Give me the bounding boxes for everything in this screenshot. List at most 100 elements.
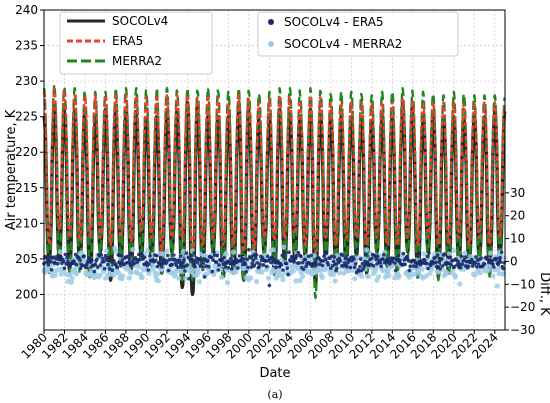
scatter-point (122, 262, 126, 267)
scatter-point (63, 252, 68, 257)
scatter-point (129, 253, 133, 257)
scatter-point (352, 257, 356, 261)
scatter-point (67, 271, 74, 278)
y2-tick-label: −30 (510, 323, 535, 337)
scatter-point (233, 269, 239, 275)
scatter-point (456, 259, 460, 264)
scatter-point (385, 268, 391, 274)
scatter-point (210, 269, 214, 274)
scatter-point (212, 250, 216, 254)
scatter-point (62, 266, 67, 271)
scatter-point (111, 272, 117, 278)
scatter-point (154, 271, 161, 277)
scatter-point (49, 268, 54, 272)
scatter-point (112, 259, 116, 263)
scatter-point (172, 272, 179, 278)
scatter-point (199, 258, 203, 263)
scatter-point (224, 280, 231, 286)
scatter-point (120, 258, 125, 262)
scatter-point (130, 247, 136, 253)
scatter-point (437, 260, 442, 264)
scatter-point (128, 270, 134, 276)
scatter-point (373, 254, 378, 259)
scatter-point (309, 253, 314, 258)
scatter-point (265, 264, 269, 269)
scatter-point (347, 258, 352, 263)
scatter-point (362, 264, 366, 269)
scatter-point (78, 266, 83, 271)
y-tick-label: 205 (15, 252, 38, 266)
scatter-point (253, 256, 258, 260)
scatter-point (140, 253, 144, 258)
scatter-point (102, 259, 106, 264)
scatter-point (183, 275, 189, 281)
scatter-point (187, 276, 191, 281)
scatter-point (474, 255, 478, 259)
scatter-point (281, 244, 287, 250)
scatter-point (136, 264, 142, 270)
scatter-point (258, 262, 262, 266)
scatter-point (271, 247, 277, 253)
scatter-point (146, 270, 152, 276)
scatter-point (46, 262, 51, 267)
scatter-point (254, 253, 259, 257)
scatter-point (419, 266, 425, 272)
scatter-point (209, 255, 214, 260)
scatter-point (237, 254, 242, 258)
y2-tick-label: −10 (510, 277, 535, 291)
scatter-point (200, 261, 204, 266)
legend-lines: SOCOLv4 ERA5 MERRA2 (59, 11, 213, 75)
scatter-point (379, 264, 384, 269)
scatter-point (274, 265, 279, 270)
scatter-point (462, 250, 468, 256)
scatter-point (192, 251, 197, 255)
scatter-point (195, 261, 200, 265)
scatter-point (326, 263, 331, 267)
scatter-point (393, 261, 397, 265)
scatter-point (449, 263, 454, 267)
scatter-point (323, 257, 328, 262)
y-tick-label: 235 (15, 39, 38, 53)
legend-swatch-socolv4-era5 (268, 19, 274, 25)
y-tick-label: 225 (15, 110, 38, 124)
scatter-point (195, 269, 202, 276)
scatter-point (215, 253, 220, 258)
scatter-point (106, 262, 110, 267)
scatter-point (401, 251, 406, 256)
scatter-point (314, 262, 319, 267)
legend-diffs-frame (257, 11, 459, 57)
scatter-point (166, 253, 170, 258)
legend-diffs: SOCOLv4 - ERA5 SOCOLv4 - MERRA2 (257, 11, 459, 57)
scatter-point (358, 257, 363, 261)
scatter-point (243, 262, 248, 267)
scatter-point (154, 258, 158, 263)
scatter-point (343, 256, 348, 261)
scatter-point (167, 257, 172, 262)
scatter-point (364, 247, 370, 253)
scatter-point (475, 265, 479, 269)
scatter-layer (41, 244, 507, 289)
scatter-point (296, 250, 301, 255)
scatter-point (336, 270, 342, 276)
scatter-point (426, 266, 431, 271)
scatter-point (185, 263, 190, 267)
scatter-point (487, 266, 493, 272)
scatter-point (358, 264, 362, 269)
scatter-point (115, 265, 120, 270)
scatter-point (476, 262, 481, 266)
scatter-point (151, 264, 157, 270)
scatter-point (331, 259, 336, 264)
scatter-point (148, 253, 152, 258)
scatter-point (425, 254, 430, 259)
scatter-point (95, 257, 99, 262)
scatter-point (312, 253, 318, 259)
scatter-point (427, 250, 431, 255)
scatter-point (332, 278, 338, 284)
scatter-point (460, 262, 465, 267)
scatter-point (139, 274, 145, 280)
scatter-point (73, 271, 79, 277)
scatter-point (52, 272, 58, 279)
scatter-point (272, 257, 277, 262)
scatter-point (442, 252, 447, 256)
